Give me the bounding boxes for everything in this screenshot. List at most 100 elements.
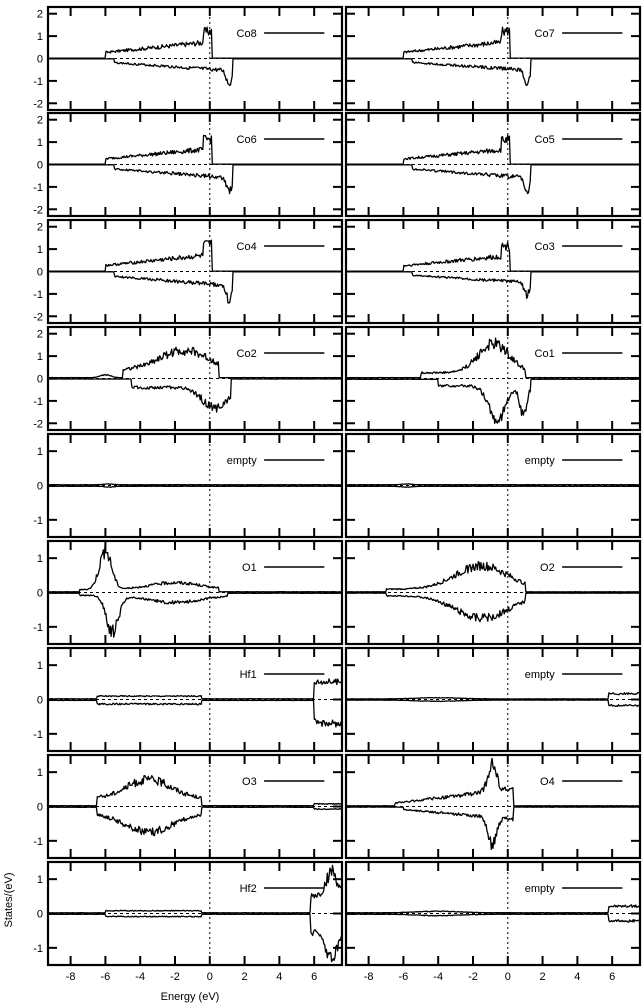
y-tick-label: -1: [33, 182, 43, 194]
x-tick-label: -6: [399, 971, 409, 983]
dos-spin-down-series: [48, 271, 342, 304]
x-tick-label: -2: [468, 971, 478, 983]
panel-hf2-16: -1 0 1 -8 -6 -4 -2 0 2 4 6 Hf2: [33, 860, 344, 983]
dos-spin-up-series: [47, 678, 343, 700]
y-tick-label: 1: [37, 874, 43, 886]
panel-o4-15: O4: [344, 753, 642, 860]
panel-o2-11: O2: [344, 539, 642, 646]
panel-label: Co1: [535, 348, 555, 360]
panel-label: Co2: [237, 348, 257, 360]
dos-spin-down-series: [345, 164, 641, 195]
panel-co7-1: Co7: [344, 5, 642, 112]
panel-co3-5: Co3: [344, 218, 642, 325]
dos-spin-down-series: [345, 806, 641, 851]
panel-label: Hf1: [240, 669, 257, 681]
panel-o1-10: -1 0 1 O1: [33, 539, 344, 646]
y-tick-label: -1: [33, 836, 43, 848]
y-tick-label: 0: [37, 267, 43, 279]
panel-o3-14: -1 0 1 O3: [33, 753, 344, 860]
y-tick-label: 2: [37, 115, 43, 127]
panel-co4-4: -2 -1 0 1 2 Co4: [33, 218, 344, 325]
y-tick-label: 1: [37, 137, 43, 149]
y-tick-label: 2: [37, 9, 43, 21]
panel-co6-2: -2 -1 0 1 2 Co6: [33, 111, 344, 218]
dos-spin-up-series: [48, 239, 343, 272]
dos-spin-up-series: [47, 483, 343, 486]
panel-label: Co5: [535, 134, 555, 146]
dos-spin-up-series: [346, 691, 641, 700]
dos-spin-down-series: [346, 699, 641, 708]
panel-co2-6: -2 -1 0 1 2 Co2: [33, 325, 344, 432]
panel-label: O3: [242, 776, 257, 788]
dos-spin-up-series: [48, 543, 342, 593]
y-tick-label: -1: [33, 396, 43, 408]
y-tick-label: -1: [33, 76, 43, 88]
y-tick-label: 0: [37, 54, 43, 66]
dos-spin-down-series: [47, 592, 342, 638]
panel-label: O1: [242, 562, 257, 574]
dos-spin-down-series: [346, 271, 640, 300]
y-tick-label: -2: [33, 98, 43, 110]
panel-label: Hf2: [240, 883, 257, 895]
y-tick-label: 1: [37, 553, 43, 565]
x-tick-label: -2: [170, 971, 180, 983]
panel-label: empty: [525, 455, 555, 467]
dos-spin-up-series: [48, 26, 342, 59]
dos-spin-up-series: [48, 346, 342, 379]
y-tick-label: 1: [37, 31, 43, 43]
dos-spin-down-series: [48, 699, 343, 728]
y-tick-label: -1: [33, 289, 43, 301]
x-tick-label: 2: [540, 971, 546, 983]
y-tick-label: 0: [37, 802, 43, 814]
dos-spin-up-series: [346, 483, 640, 486]
dos-spin-up-series: [345, 337, 641, 379]
panel-label: empty: [525, 669, 555, 681]
y-tick-label: 1: [37, 767, 43, 779]
y-axis-title: States/(eV): [3, 872, 15, 927]
panel-label: empty: [227, 455, 257, 467]
y-tick-label: -2: [33, 418, 43, 430]
y-tick-label: 1: [37, 351, 43, 363]
x-tick-label: -8: [66, 971, 76, 983]
y-tick-label: 0: [37, 909, 43, 921]
dos-spin-up-series: [346, 757, 641, 807]
panel-label: O2: [540, 562, 555, 574]
dos-spin-down-series: [345, 485, 641, 488]
dos-spin-up-series: [47, 774, 343, 807]
dos-spin-up-series: [345, 560, 641, 593]
y-tick-label: 1: [37, 244, 43, 256]
y-tick-label: 1: [37, 660, 43, 672]
y-tick-label: -1: [33, 943, 43, 955]
panel-label: Co8: [237, 28, 257, 40]
dos-spin-up-series: [345, 904, 641, 914]
dos-spin-up-series: [48, 864, 343, 914]
x-tick-label: 2: [242, 971, 248, 983]
x-tick-label: 4: [276, 971, 282, 983]
x-axis-title: Energy (eV): [161, 991, 220, 1003]
dos-spin-down-series: [47, 806, 343, 837]
dos-spin-down-series: [346, 378, 640, 424]
y-tick-label: -1: [33, 622, 43, 634]
panel-label: Co7: [535, 28, 555, 40]
dos-spin-up-series: [345, 26, 641, 59]
dos-spin-down-series: [48, 378, 343, 413]
dos-spin-down-series: [47, 913, 343, 963]
panel-co8-0: -2 -1 0 1 2 Co8: [33, 5, 344, 112]
y-tick-label: 0: [37, 695, 43, 707]
dos-spin-down-series: [47, 485, 343, 488]
y-tick-label: 2: [37, 222, 43, 234]
panel-label: Co3: [535, 241, 555, 253]
x-tick-label: -8: [364, 971, 374, 983]
panel-empty-8: -1 0 1 empty: [33, 432, 344, 539]
panel-empty-13: empty: [344, 646, 642, 753]
x-tick-label: -6: [101, 971, 111, 983]
y-tick-label: -1: [33, 729, 43, 741]
panel-label: empty: [525, 883, 555, 895]
x-tick-label: -4: [135, 971, 145, 983]
panel-hf1-12: -1 0 1 Hf1: [33, 646, 344, 753]
panel-label: O4: [540, 776, 555, 788]
panel-label: Co4: [237, 241, 257, 253]
y-tick-label: 0: [37, 160, 43, 172]
dos-spin-down-series: [345, 913, 641, 923]
panel-empty-17: -8 -6 -4 -2 0 2 4 6 empty: [344, 860, 642, 983]
